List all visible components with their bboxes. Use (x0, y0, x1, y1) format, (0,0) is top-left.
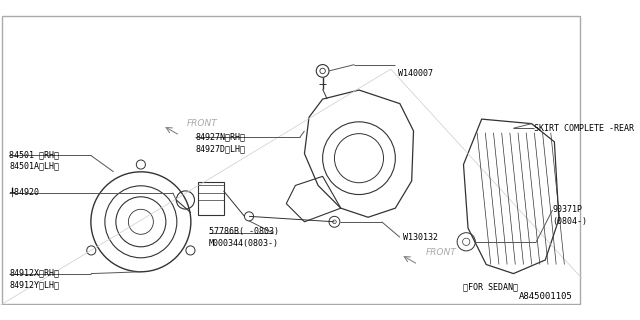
Text: FRONT: FRONT (426, 248, 456, 257)
Text: 84912Y〈LH〉: 84912Y〈LH〉 (9, 280, 59, 289)
Text: 84912X〈RH〉: 84912X〈RH〉 (9, 268, 59, 277)
Text: 84927N〈RH〉: 84927N〈RH〉 (195, 133, 245, 142)
Text: W130132: W130132 (403, 233, 438, 242)
Text: SKIRT COMPLETE -REAR: SKIRT COMPLETE -REAR (534, 124, 634, 133)
Text: 57786B( -0803): 57786B( -0803) (209, 227, 279, 236)
Text: W140007: W140007 (398, 69, 433, 78)
Text: (0804-): (0804-) (552, 217, 588, 226)
Text: 84501A〈LH〉: 84501A〈LH〉 (9, 162, 59, 171)
Text: FRONT: FRONT (188, 119, 218, 128)
Text: 84501 〈RH〉: 84501 〈RH〉 (9, 150, 59, 159)
Text: 90371P: 90371P (552, 205, 582, 214)
Text: 〈FOR SEDAN〉: 〈FOR SEDAN〉 (463, 283, 518, 292)
Text: M000344(0803-): M000344(0803-) (209, 239, 279, 248)
Bar (198, 182, 223, 214)
Text: ╀84920: ╀84920 (9, 187, 39, 197)
Text: 84927D〈LH〉: 84927D〈LH〉 (195, 145, 245, 154)
Text: A845001105: A845001105 (519, 292, 573, 301)
